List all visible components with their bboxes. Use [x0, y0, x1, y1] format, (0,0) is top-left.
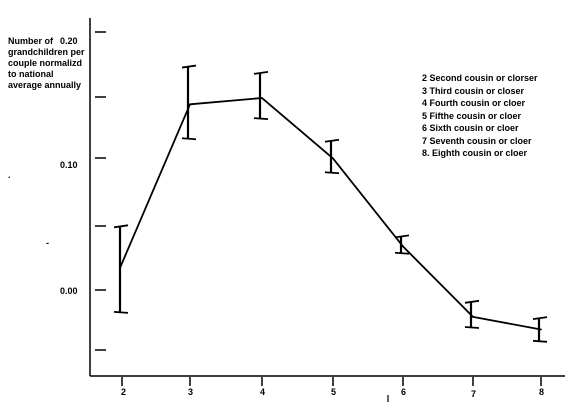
stray-dot: .: [8, 170, 11, 180]
error-bar: [181, 64, 197, 141]
data-point: [472, 316, 474, 318]
x-tick-label: 2: [121, 387, 126, 397]
y-axis-label: Number of grandchildren per couple norma…: [8, 36, 85, 90]
legend-item: 6 Sixth cousin or cloer: [422, 123, 519, 133]
y-tick-label: 0.20: [60, 36, 78, 46]
data-point: [189, 103, 191, 106]
y-tick-label: 0.10: [60, 160, 78, 170]
error-bar: [464, 299, 480, 329]
data-point: [402, 245, 404, 248]
x-ticks: 2 3 4 5 6 7 8: [121, 377, 544, 402]
y-ticks: 0.20 0.10 0.00: [60, 31, 106, 351]
error-bar: [253, 70, 269, 121]
series-line: [119, 97, 542, 331]
axes: [89, 18, 565, 377]
legend-item: 7 Seventh cousin or cloer: [422, 135, 532, 146]
legend-item: 5 Fifthe cousin or cloer: [422, 110, 522, 121]
data-point: [540, 328, 542, 331]
legend-item: 4 Fourth cousin or cloer: [422, 98, 526, 108]
x-tick-label: 5: [331, 387, 336, 397]
data-point: [261, 97, 263, 99]
x-tick-label: 8: [539, 387, 544, 397]
x-tick-label: 7: [471, 389, 476, 399]
x-tick-label: 4: [260, 387, 265, 397]
x-tick-label: 6: [401, 387, 406, 397]
legend-item: 3 Third cousin or closer: [422, 85, 525, 96]
legend-item: 8. Eighth cousin or cloer: [422, 148, 528, 158]
legend-item: 2 Second cousin or clorser: [422, 73, 538, 83]
legend: 2 Second cousin or clorser 3 Third cousin…: [422, 72, 538, 160]
error-bar: [113, 224, 129, 314]
stray-dash: -: [46, 238, 49, 248]
y-tick-label: 0.00: [60, 286, 78, 296]
data-point: [119, 267, 121, 269]
x-tick-label: 3: [188, 387, 193, 397]
data-point: [332, 157, 334, 160]
